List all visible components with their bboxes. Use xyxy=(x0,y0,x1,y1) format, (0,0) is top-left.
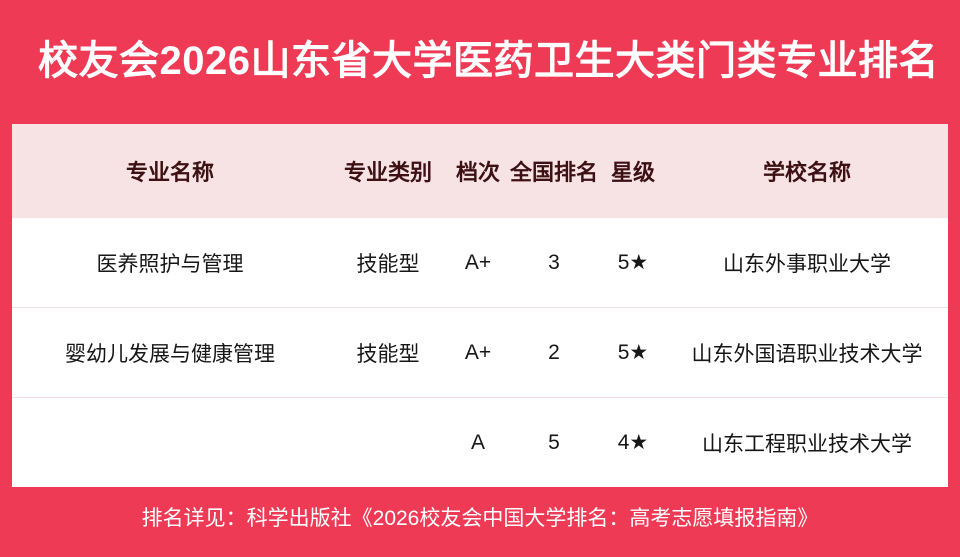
source-note: 排名详见：科学出版社《2026校友会中国大学排名：高考志愿填报指南》 xyxy=(141,507,819,530)
cell-major: 婴幼儿发展与健康管理 xyxy=(12,307,328,398)
ranking-table: 专业名称 专业类别 档次 全国排名 星级 学校名称 医养照护与管理 技能型 A+… xyxy=(12,124,948,487)
cell-national-rank: 5 xyxy=(508,397,600,487)
column-header-national-rank: 全国排名 xyxy=(509,160,598,185)
column-header-tier: 档次 xyxy=(455,160,500,185)
cell-category: 技能型 xyxy=(328,307,448,398)
cell-category xyxy=(328,397,448,487)
cell-national-rank: 2 xyxy=(508,307,600,398)
column-header-major: 专业名称 xyxy=(125,160,214,185)
table-row: A 5 4★ 山东工程职业技术大学 xyxy=(12,397,948,487)
table-header-row: 专业名称 专业类别 档次 全国排名 星级 学校名称 xyxy=(12,124,948,218)
ranking-table-card: 专业名称 专业类别 档次 全国排名 星级 学校名称 医养照护与管理 技能型 A+… xyxy=(12,124,948,487)
cell-national-rank: 3 xyxy=(508,218,600,308)
column-header-stars: 星级 xyxy=(610,160,655,185)
cell-stars: 5★ xyxy=(600,307,666,398)
cell-category: 技能型 xyxy=(328,218,448,308)
cell-stars: 4★ xyxy=(600,397,666,487)
cell-tier: A xyxy=(448,397,508,487)
cell-major: 医养照护与管理 xyxy=(12,218,328,308)
cell-school: 山东外国语职业技术大学 xyxy=(666,307,948,398)
cell-school: 山东工程职业技术大学 xyxy=(666,397,948,487)
cell-stars: 5★ xyxy=(600,218,666,308)
cell-school: 山东外事职业大学 xyxy=(666,218,948,308)
page-title: 校友会2026山东省大学医药卫生大类门类专业排名 xyxy=(38,39,939,83)
table-row: 婴幼儿发展与健康管理 技能型 A+ 2 5★ 山东外国语职业技术大学 xyxy=(12,307,948,398)
table-row: 医养照护与管理 技能型 A+ 3 5★ 山东外事职业大学 xyxy=(12,218,948,308)
column-header-category: 专业类别 xyxy=(343,160,432,185)
cell-tier: A+ xyxy=(448,307,508,398)
cell-major xyxy=(12,397,328,487)
column-header-school: 学校名称 xyxy=(762,160,851,185)
cell-tier: A+ xyxy=(448,218,508,308)
